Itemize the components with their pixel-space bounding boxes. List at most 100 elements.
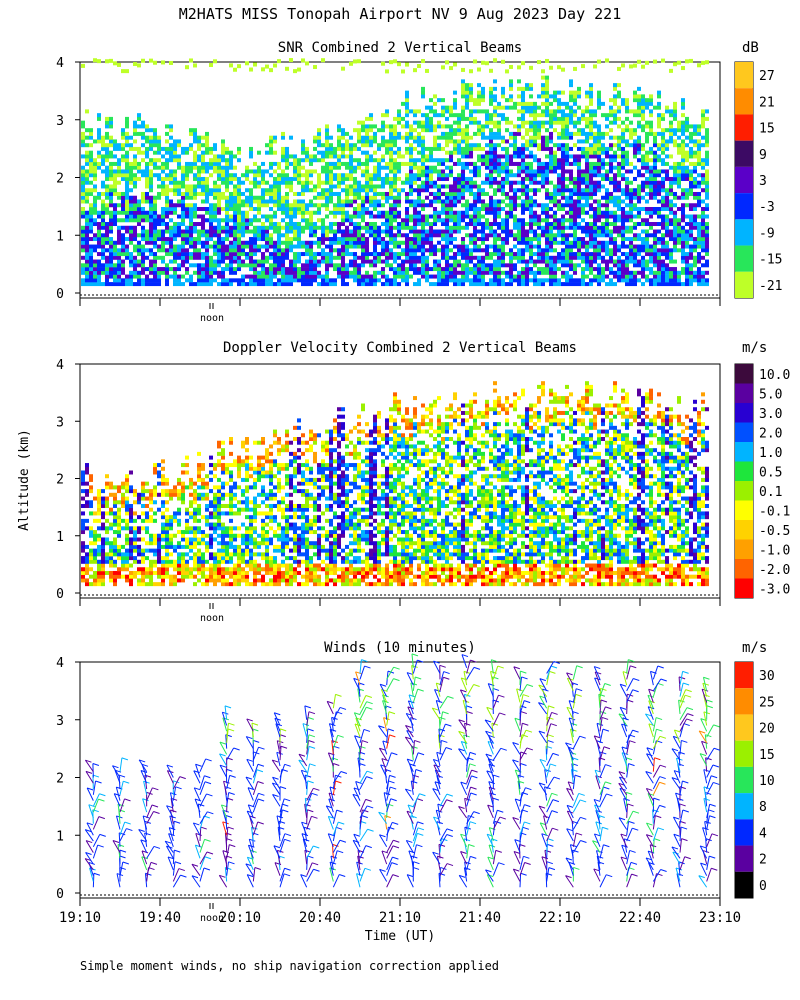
snr-cell: [417, 150, 421, 155]
snr-cell: [549, 195, 553, 200]
snr-cell: [473, 270, 477, 275]
snr-cell: [489, 146, 493, 151]
snr-cell: [565, 143, 569, 148]
snr-cell: [241, 252, 245, 257]
snr-cell: [549, 109, 553, 114]
snr-cell: [329, 165, 333, 170]
snr-cell: [85, 240, 89, 245]
snr-cell: [569, 79, 573, 84]
snr-cell: [117, 237, 121, 242]
snr-cell: [105, 158, 109, 163]
snr-cell: [593, 180, 597, 185]
snr-cell: [229, 244, 233, 249]
snr-cell: [469, 135, 473, 140]
snr-cell: [617, 206, 621, 211]
snr-cell: [665, 206, 669, 211]
snr-cell: [153, 214, 157, 219]
snr-cell: [213, 233, 217, 238]
snr-cell: [397, 135, 401, 140]
snr-cell: [245, 203, 249, 208]
snr-cell: [353, 278, 357, 283]
snr-cell: [261, 274, 265, 279]
snr-cell: [217, 199, 221, 204]
snr-cell: [509, 143, 513, 148]
snr-cell: [177, 278, 181, 283]
snr-cell: [257, 169, 261, 174]
snr-cell: [193, 222, 197, 227]
snr-cell: [221, 267, 225, 272]
snr-cell: [417, 233, 421, 238]
snr-cell: [317, 218, 321, 223]
snr-cell: [613, 184, 617, 189]
snr-cell: [381, 270, 385, 275]
snr-cell: [81, 225, 85, 230]
snr-cell: [333, 240, 337, 245]
snr-cell: [237, 244, 241, 249]
snr-cell: [537, 237, 541, 242]
snr-cell: [537, 165, 541, 170]
snr-cell: [521, 278, 525, 283]
snr-cell: [437, 184, 441, 189]
snr-cell: [345, 244, 349, 249]
snr-cell: [525, 206, 529, 211]
snr-cell: [389, 128, 393, 133]
snr-cell: [605, 248, 609, 253]
snr-cell: [505, 176, 509, 181]
snr-cell: [441, 184, 445, 189]
snr-cell: [341, 248, 345, 253]
snr-cell: [625, 124, 629, 129]
snr-cell: [265, 188, 269, 193]
snr-cell: [577, 222, 581, 227]
snr-cell: [517, 146, 521, 151]
snr-cell: [233, 184, 237, 189]
snr-cell: [437, 240, 441, 245]
snr-cell: [85, 237, 89, 242]
snr-cell: [657, 214, 661, 219]
snr-cell: [241, 214, 245, 219]
snr-cell: [233, 206, 237, 211]
snr-cell: [149, 252, 153, 257]
snr-cell: [433, 101, 437, 106]
snr-cell: [553, 90, 557, 95]
snr-cell: [125, 169, 129, 174]
snr-cell: [537, 248, 541, 253]
snr-cell: [661, 259, 665, 264]
snr-cell: [453, 222, 457, 227]
snr-cell: [313, 139, 317, 144]
snr-cell: [585, 199, 589, 204]
snr-cell: [365, 255, 369, 260]
snr-cell: [513, 218, 517, 223]
snr-cell: [125, 154, 129, 159]
snr-cell: [197, 248, 201, 253]
snr-cell: [661, 169, 665, 174]
snr-cell: [261, 244, 265, 249]
snr-cell: [529, 278, 533, 283]
snr-cell: [105, 146, 109, 151]
snr-cell: [301, 270, 305, 275]
snr-cell: [657, 240, 661, 245]
snr-cell: [397, 225, 401, 230]
snr-cell: [637, 263, 641, 268]
snr-cell: [653, 188, 657, 193]
snr-cell: [361, 214, 365, 219]
snr-cell: [221, 165, 225, 170]
snr-cell: [653, 150, 657, 155]
snr-cell: [521, 169, 525, 174]
snr-cell: [465, 210, 469, 215]
snr-cell: [201, 229, 205, 234]
snr-cell: [265, 180, 269, 185]
snr-cell: [633, 225, 637, 230]
snr-cell: [229, 195, 233, 200]
snr-cell: [365, 274, 369, 279]
snr-cell: [429, 154, 433, 159]
snr-cell: [309, 282, 313, 287]
snr-cell: [181, 263, 185, 268]
snr-cell: [105, 120, 109, 125]
snr-cell: [233, 229, 237, 234]
snr-cell: [341, 206, 345, 211]
snr-cell: [665, 244, 669, 249]
snr-cell: [565, 146, 569, 151]
snr-cell: [437, 274, 441, 279]
snr-cell: [137, 274, 141, 279]
snr-cell: [465, 139, 469, 144]
